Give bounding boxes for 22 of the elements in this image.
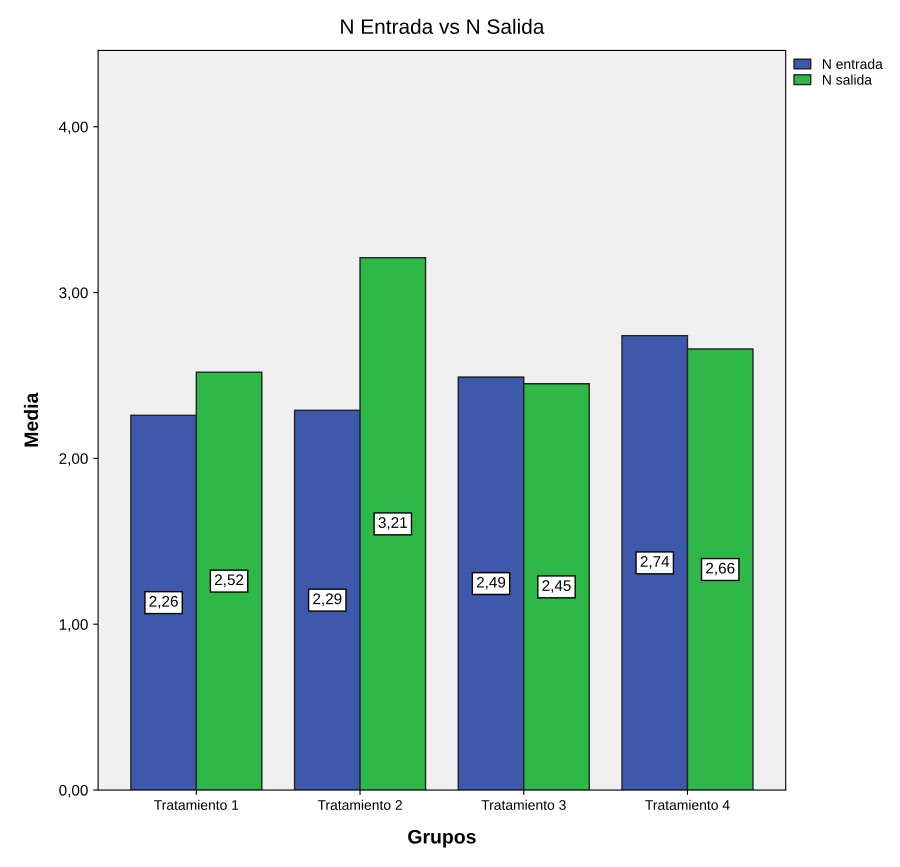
data-label: 3,21 bbox=[378, 517, 407, 530]
y-tick-label: 1,00 bbox=[60, 619, 88, 632]
legend-label: N entrada bbox=[822, 58, 883, 69]
x-tick-label: Tratamiento 3 bbox=[481, 800, 566, 810]
data-label: 2,74 bbox=[640, 556, 670, 569]
data-label: 2,49 bbox=[476, 576, 506, 590]
y-axis-title: Media bbox=[24, 392, 38, 446]
y-tick-label: 0,00 bbox=[59, 784, 88, 798]
x-axis-title: Grupos bbox=[408, 830, 476, 848]
x-tick-label: Tratamiento 4 bbox=[645, 800, 730, 810]
data-label: 2,26 bbox=[149, 596, 178, 609]
x-tick-label: Tratamiento 2 bbox=[318, 800, 402, 810]
y-tick-label: 2,00 bbox=[59, 453, 88, 466]
x-tick-label: Tratamiento 1 bbox=[154, 800, 238, 810]
y-tick-label: 3,00 bbox=[59, 287, 88, 300]
chart-title: N Entrada vs N Salida bbox=[341, 18, 544, 34]
legend-label: N salida bbox=[822, 74, 872, 85]
data-label: 2,45 bbox=[542, 580, 571, 593]
data-label: 2,52 bbox=[214, 574, 244, 587]
data-label: 2,66 bbox=[706, 562, 734, 576]
y-tick-label: 4,00 bbox=[58, 122, 88, 134]
data-label: 2,29 bbox=[313, 593, 342, 606]
